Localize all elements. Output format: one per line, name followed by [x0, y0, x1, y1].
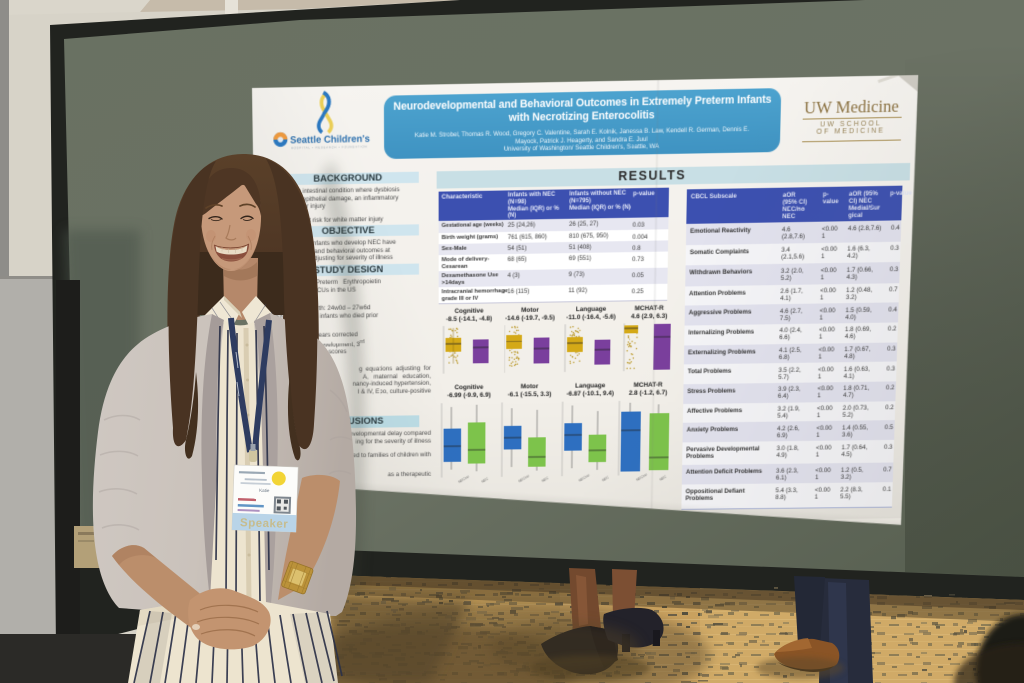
svg-text:NEC: NEC — [601, 475, 610, 482]
svg-text:Speaker: Speaker — [240, 517, 289, 531]
svg-text:-6.1 (-15.5, 3.3): -6.1 (-15.5, 3.3) — [508, 391, 552, 398]
svg-text:Motor: Motor — [521, 307, 539, 314]
svg-text:MCHAT-R: MCHAT-R — [635, 305, 664, 312]
svg-text:NEC/no: NEC/no — [458, 475, 470, 484]
svg-text:4.6 (2.9, 6.3): 4.6 (2.9, 6.3) — [631, 313, 667, 320]
svg-text:Language: Language — [575, 382, 605, 389]
svg-text:Cognitive: Cognitive — [455, 384, 484, 391]
svg-text:NEC: NEC — [659, 474, 668, 481]
svg-text:HOSPITAL • RESEARCH • FOUNDATI: HOSPITAL • RESEARCH • FOUNDATION — [291, 144, 367, 149]
svg-text:NEC/no: NEC/no — [578, 473, 590, 482]
svg-text:-11.0 (-16.4, -5.6): -11.0 (-16.4, -5.6) — [566, 314, 616, 322]
svg-text:NEC/no: NEC/no — [636, 473, 648, 482]
svg-text:2.8 (-1.2, 6.7): 2.8 (-1.2, 6.7) — [629, 389, 667, 396]
svg-text:NEC: NEC — [481, 477, 489, 484]
svg-text:Motor: Motor — [521, 383, 539, 390]
svg-text:-14.6 (-19.7, -9.5): -14.6 (-19.7, -9.5) — [505, 315, 555, 323]
svg-text:Katie: Katie — [259, 488, 270, 493]
svg-text:MCHAT-R: MCHAT-R — [634, 382, 663, 389]
svg-text:NEC/no: NEC/no — [518, 474, 530, 483]
svg-text:-8.5 (-14.1, -4.8): -8.5 (-14.1, -4.8) — [446, 315, 492, 323]
svg-text:Cognitive: Cognitive — [455, 308, 484, 315]
svg-text:Seattle Children's: Seattle Children's — [290, 134, 370, 147]
svg-text:-6.99 (-9.9, 6.9): -6.99 (-9.9, 6.9) — [447, 392, 491, 399]
svg-text:-6.87 (-10.1, 9.4): -6.87 (-10.1, 9.4) — [566, 390, 613, 397]
svg-text:Language: Language — [576, 306, 607, 313]
svg-text:NEC: NEC — [541, 476, 550, 483]
